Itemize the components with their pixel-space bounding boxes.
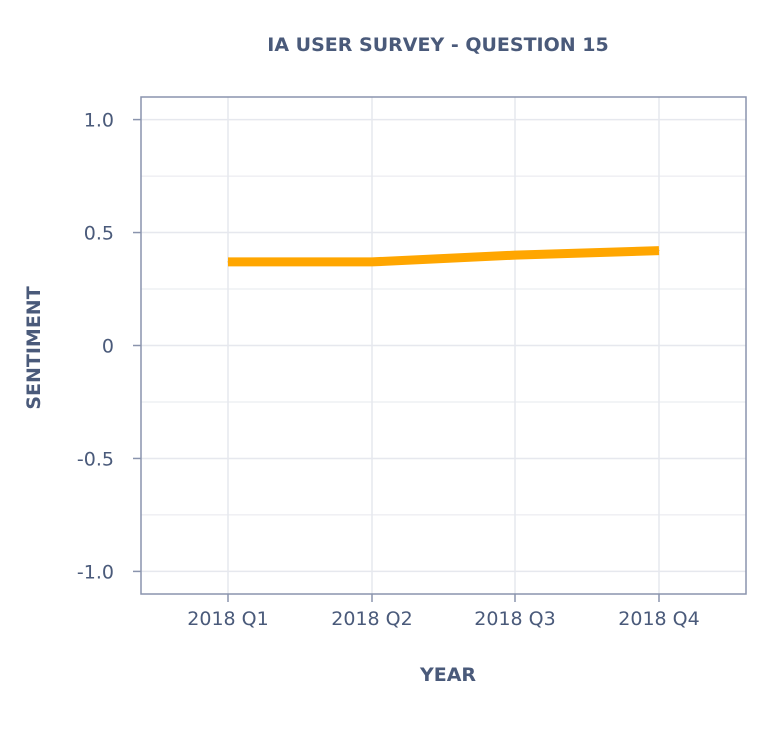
label-layer: 1.0 0.5 0 -0.5 -1.0 2018 Q1 2018 Q2 2018 Q3 2018… [77, 110, 700, 630]
y-axis-label: SENTIMENT [23, 286, 45, 409]
grid-layer [141, 97, 746, 594]
series-line [228, 246, 660, 267]
y-tick-label: 0 [102, 336, 114, 358]
data-point [227, 261, 229, 263]
x-tick-label: 2018 Q3 [474, 608, 555, 630]
y-tick-label: 0.5 [84, 223, 114, 245]
y-tick-label: 1.0 [84, 110, 114, 132]
axis-layer [133, 96, 747, 602]
plot-frame [140, 96, 747, 595]
x-tick-label: 2018 Q1 [187, 608, 268, 630]
y-tick-label: -0.5 [77, 448, 114, 470]
x-tick-label: 2018 Q2 [331, 608, 412, 630]
y-tick-label: -1.0 [77, 561, 114, 583]
series-layer [227, 246, 660, 267]
data-point [658, 250, 660, 252]
data-point [371, 261, 373, 263]
x-axis-label: YEAR [419, 664, 476, 686]
x-tick-label: 2018 Q4 [618, 608, 699, 630]
chart-title: IA USER SURVEY - QUESTION 15 [267, 34, 608, 56]
data-point [514, 254, 516, 256]
